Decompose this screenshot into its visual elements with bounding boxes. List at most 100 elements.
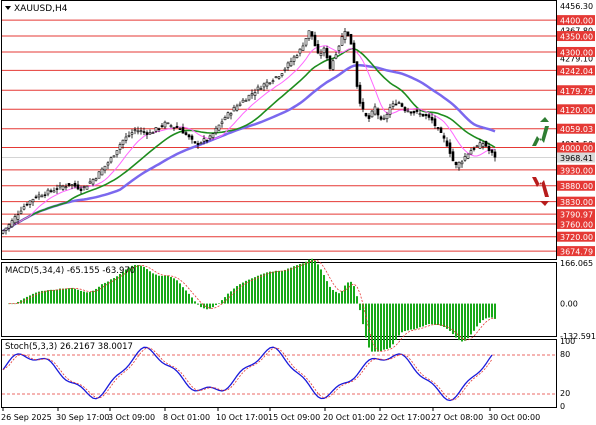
candle-body <box>229 113 233 116</box>
macd-axis-label: 166.065 <box>560 259 593 268</box>
candle-body <box>355 61 359 87</box>
candle-body <box>385 114 389 120</box>
macd-bar <box>374 303 376 352</box>
time-axis: 26 Sep 2025 30 Sep 17:003 Oct 09:00 8 Oct … <box>1 408 540 422</box>
candle-body <box>481 143 485 147</box>
candle-body <box>46 189 50 195</box>
candle-body <box>13 216 17 224</box>
candle-body <box>55 188 59 190</box>
candle-body <box>169 125 173 127</box>
macd-bar <box>95 288 97 304</box>
candle-body <box>418 113 422 115</box>
macd-bar <box>122 271 124 304</box>
candle-body <box>247 94 251 101</box>
candle-body <box>493 151 497 158</box>
price-label: 3930.00 <box>560 166 593 175</box>
macd-bar <box>392 303 394 345</box>
macd-bar <box>26 296 28 304</box>
macd-bar <box>251 278 253 304</box>
macd-bar <box>446 303 448 329</box>
candle-body <box>280 73 284 76</box>
candle-body <box>103 165 107 171</box>
price-tag <box>557 142 595 153</box>
macd-bar <box>404 303 406 332</box>
price-tag <box>557 246 595 257</box>
candle-body <box>109 157 113 163</box>
macd-bar <box>401 303 403 333</box>
candle-body <box>22 206 26 210</box>
macd-bar <box>467 303 469 339</box>
macd-bar <box>371 303 373 352</box>
macd-bar <box>476 303 478 327</box>
macd-bar <box>71 287 73 304</box>
candle-body <box>151 132 155 134</box>
candle-body <box>226 112 230 119</box>
macd-bar <box>197 303 199 305</box>
macd-bar <box>341 290 343 304</box>
candle-body <box>250 93 254 96</box>
macd-bar <box>191 297 193 304</box>
candle-body <box>124 136 128 141</box>
macd-bar <box>59 288 61 304</box>
macd-bar <box>89 292 91 304</box>
candle-body <box>106 162 110 166</box>
candle-body <box>172 126 176 129</box>
symbol-label: XAUUSD,H4 <box>14 4 68 14</box>
macd-bar <box>218 303 220 304</box>
macd-bar <box>359 303 361 311</box>
candle-body <box>283 68 287 71</box>
candle-body <box>52 190 56 193</box>
dropdown-triangle-icon[interactable] <box>5 6 11 10</box>
candle-body <box>475 145 479 148</box>
macd-bar <box>332 290 334 304</box>
macd-bar <box>440 303 442 326</box>
macd-bar <box>317 264 319 304</box>
price-panel[interactable] <box>1 0 557 260</box>
macd-bar <box>17 301 19 304</box>
macd-bar <box>212 303 214 308</box>
macd-bar <box>428 303 430 325</box>
macd-bar <box>437 303 439 326</box>
macd-bar <box>56 289 58 304</box>
candle-body <box>490 149 494 153</box>
macd-bar <box>494 303 496 319</box>
candle-body <box>163 121 167 128</box>
candle-body <box>199 142 203 145</box>
candle-body <box>352 42 356 64</box>
candle-body <box>178 128 182 130</box>
candle-body <box>148 132 152 135</box>
candle-body <box>259 88 263 90</box>
candle-body <box>439 127 443 133</box>
macd-bar <box>275 270 277 304</box>
candle-body <box>271 80 275 83</box>
candle-body <box>442 135 446 139</box>
ma-mid-line <box>2 48 496 232</box>
candle-body <box>322 47 326 54</box>
candle-body <box>433 118 437 126</box>
macd-bar <box>68 288 70 304</box>
macd-bar <box>413 303 415 330</box>
macd-bar <box>308 259 310 304</box>
macd-bar <box>461 303 463 342</box>
macd-bar <box>380 303 382 352</box>
candle-body <box>187 134 191 138</box>
stoch-axis-label: 0 <box>560 402 565 411</box>
macd-bar <box>128 267 130 304</box>
macd-bar <box>452 303 454 335</box>
macd-bar <box>419 303 421 328</box>
macd-title: MACD(5,34,4) -65.155 -63.970 <box>5 266 135 276</box>
macd-bar <box>395 303 397 341</box>
candle-body <box>4 227 8 231</box>
macd-bar <box>434 303 436 325</box>
macd-bar <box>41 290 43 304</box>
candle-body <box>73 182 77 187</box>
macd-bar <box>311 258 313 304</box>
price-tag <box>557 196 595 207</box>
macd-bar <box>74 288 76 304</box>
candle-body <box>82 186 86 188</box>
macd-bar <box>179 283 181 304</box>
candle-body <box>274 76 278 78</box>
macd-bar <box>77 289 79 304</box>
price-label: 4400.00 <box>560 17 593 26</box>
